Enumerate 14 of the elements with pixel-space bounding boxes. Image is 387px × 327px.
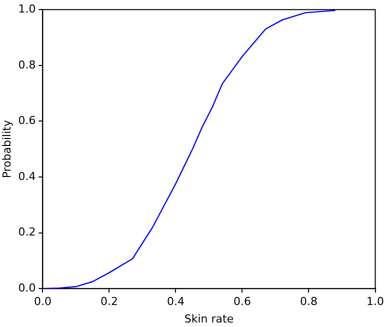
y-axis-title: Probability [0, 120, 14, 178]
x-tick-label: 0.0 [34, 295, 52, 308]
x-tick-label: 0.8 [300, 295, 318, 308]
x-tick-label: 1.0 [366, 295, 384, 308]
y-tick-label: 0.8 [18, 58, 36, 72]
y-tick-label: 0.2 [18, 226, 36, 239]
y-tick-label: 0.4 [18, 170, 36, 183]
y-tick-label: 1.0 [18, 2, 36, 16]
x-tick-label: 0.4 [166, 295, 184, 308]
x-tick-label: 0.6 [233, 295, 251, 308]
y-tick-label: 0.6 [18, 114, 36, 128]
x-axis-title: Skin rate [184, 312, 234, 326]
y-tick-label: 0.0 [18, 281, 36, 294]
x-tick-label: 0.2 [100, 295, 118, 308]
